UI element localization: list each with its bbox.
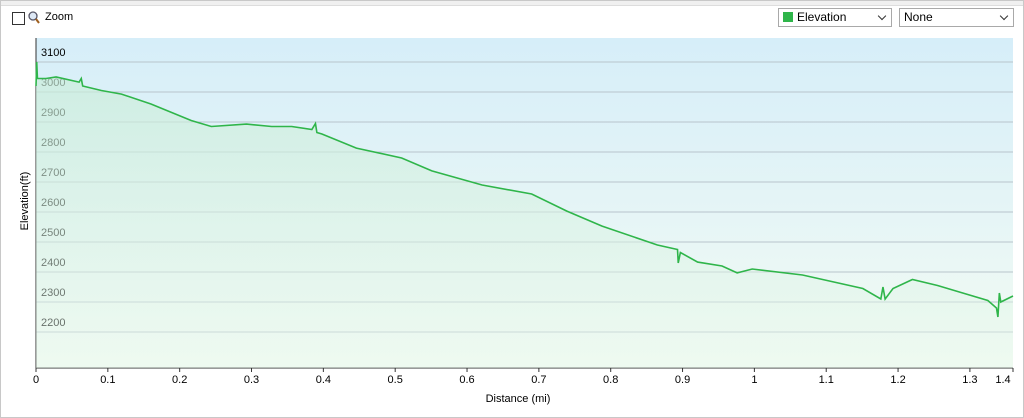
x-tick-label: 1: [751, 374, 757, 386]
zoom-icon: [28, 11, 40, 24]
series-select[interactable]: Elevation: [778, 8, 892, 27]
x-tick-label: 0.3: [244, 374, 259, 386]
x-tick-label: 0: [33, 374, 39, 386]
x-tick-label: 1.2: [890, 374, 905, 386]
x-tick-label: 0.4: [316, 374, 331, 386]
series-swatch: [783, 12, 793, 22]
zoom-label[interactable]: Zoom: [45, 11, 74, 23]
y-tick-label: 3100: [41, 47, 65, 59]
second-select[interactable]: None: [899, 8, 1014, 27]
zoom-checkbox[interactable]: [12, 12, 25, 25]
x-tick-label: 1.4: [995, 374, 1010, 386]
x-tick-label: 0.9: [675, 374, 690, 386]
x-tick-label: 1.1: [819, 374, 834, 386]
x-tick-label: 0.6: [459, 374, 474, 386]
x-tick-label: 0.1: [100, 374, 115, 386]
y-axis-title: Elevation(ft): [19, 172, 31, 231]
tab-strip: [1, 1, 1023, 6]
second-select-text: None: [904, 10, 933, 24]
x-tick-label: 1.3: [962, 374, 977, 386]
series-line: [35, 61, 1014, 318]
x-tick-label: 0.2: [172, 374, 187, 386]
x-tick-label: 0.5: [388, 374, 403, 386]
x-tick-label: 0.7: [531, 374, 546, 386]
x-tick-label: 0.8: [603, 374, 618, 386]
area-fill: [36, 62, 1013, 368]
series-select-text: Elevation: [797, 10, 847, 24]
x-axis-title: Distance (mi): [486, 393, 551, 405]
chart: Elevation(ft) Distance (mi) 220023002400…: [19, 38, 1014, 405]
